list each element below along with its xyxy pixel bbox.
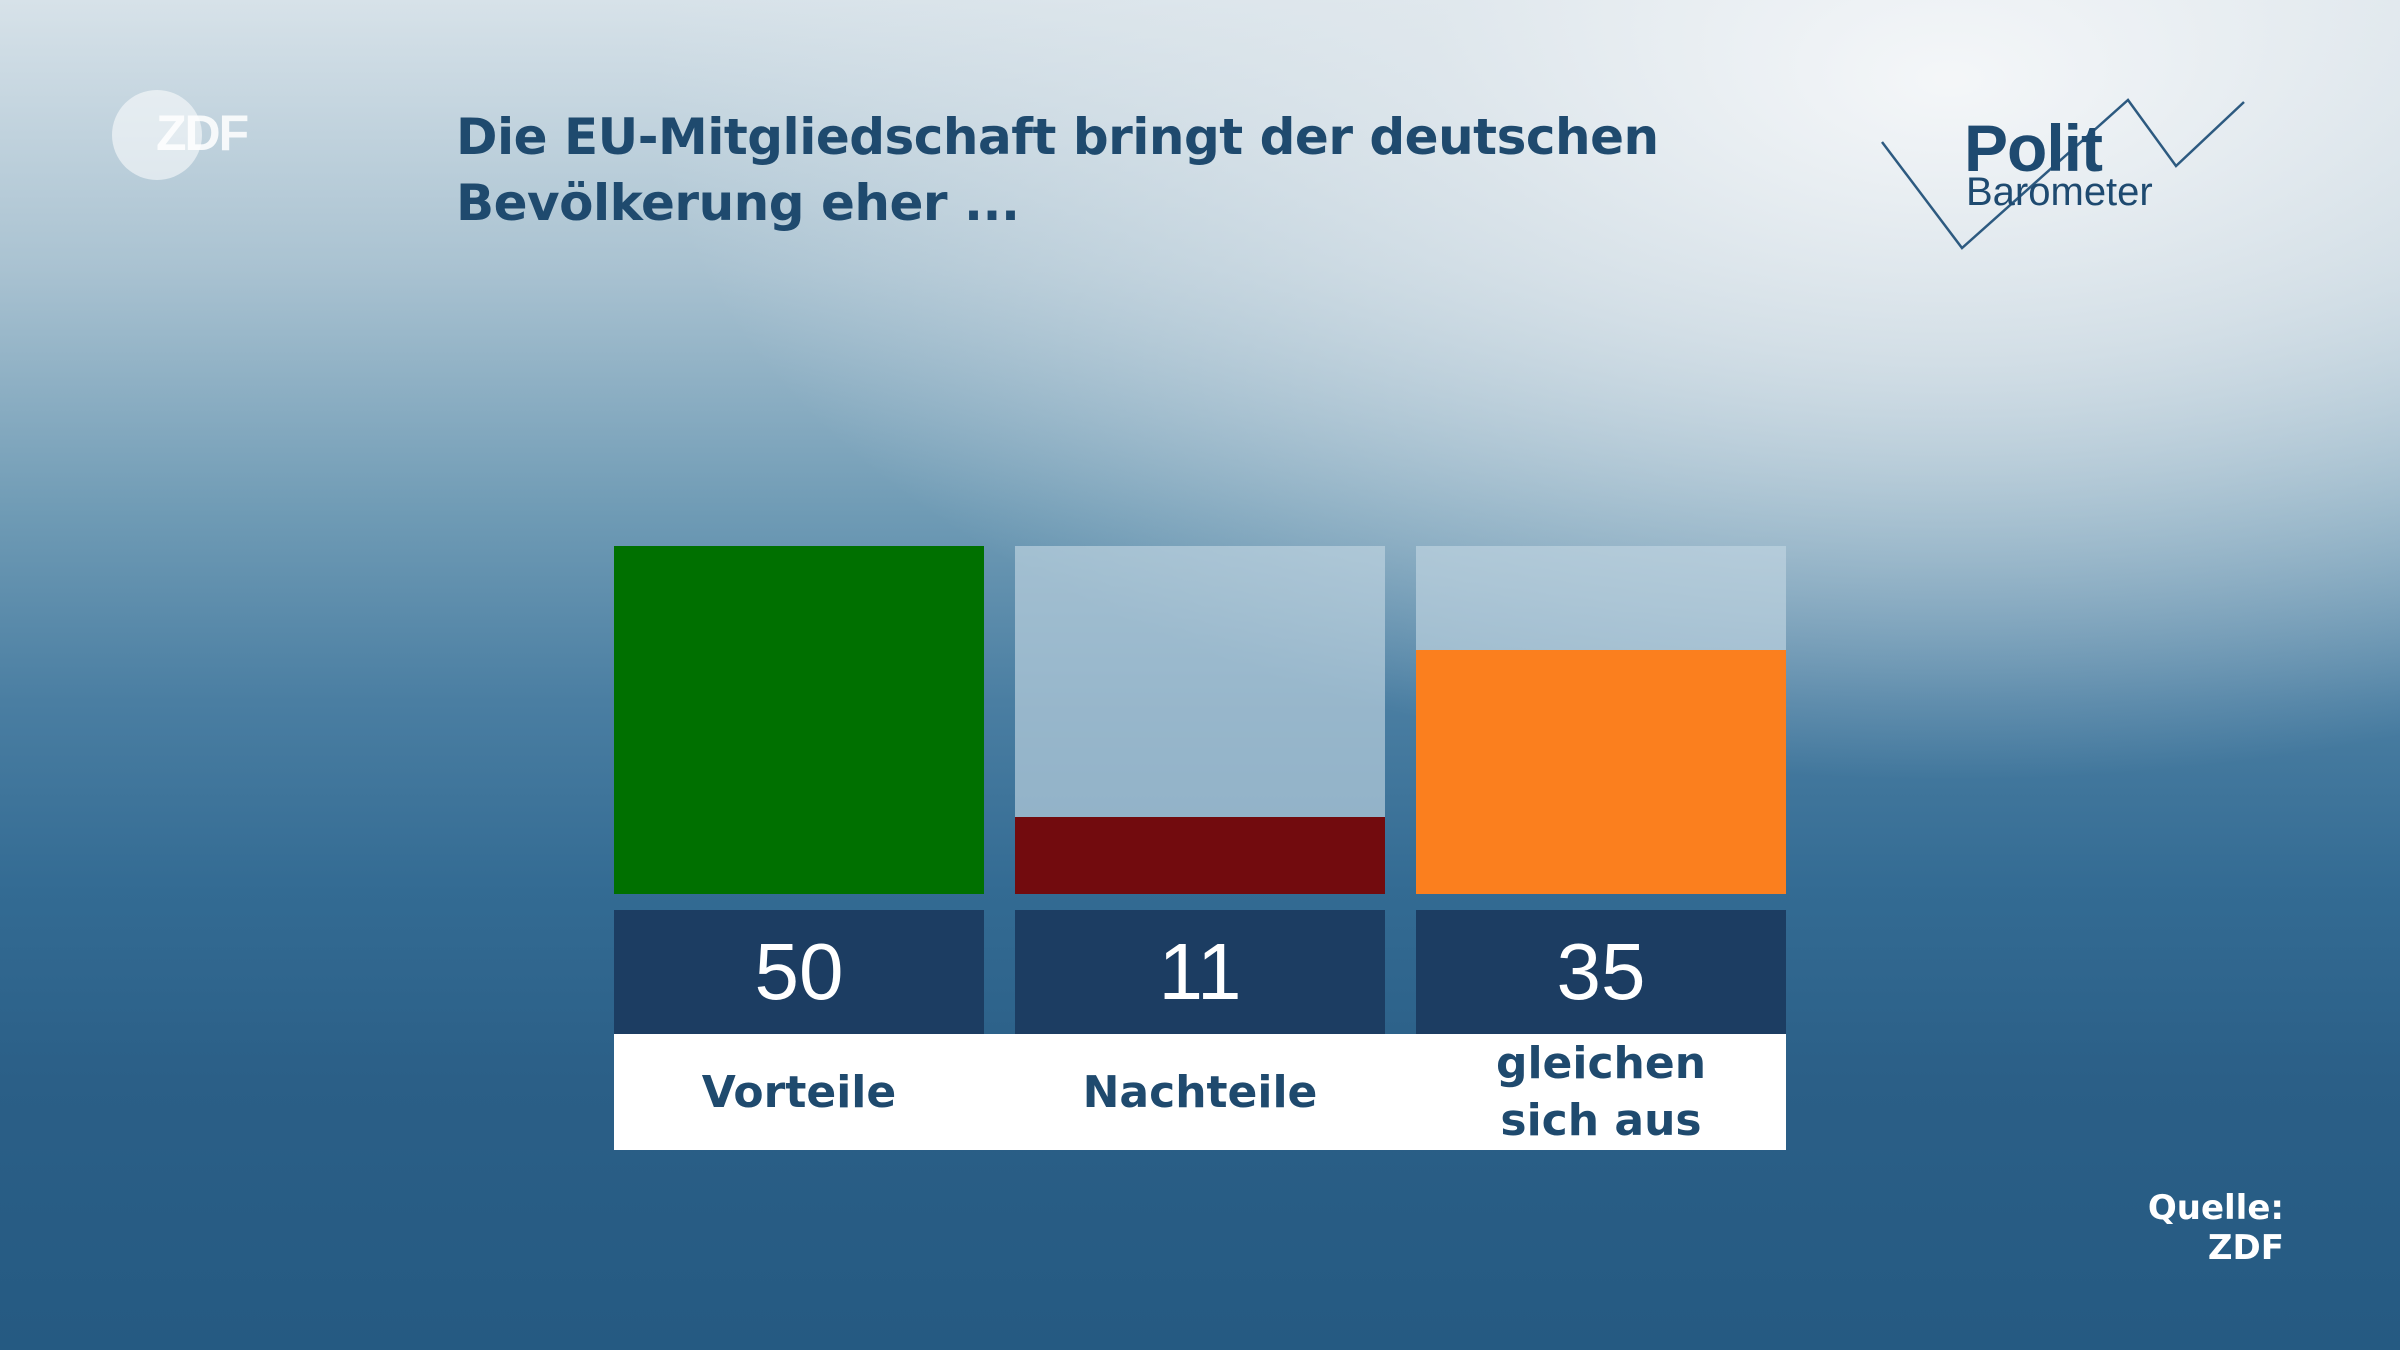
zdf-logo-disc — [112, 90, 202, 180]
category-label-vorteile: Vorteile — [701, 1066, 897, 1118]
politbarometer-zigzag-icon — [1881, 98, 2245, 250]
bar-track-vorteile — [614, 546, 984, 894]
bar-value-label: 35 — [1416, 910, 1786, 1034]
zdf-logo: ZDF — [112, 86, 282, 186]
bar-track-nachteile — [1015, 546, 1385, 894]
politbarometer-logo: Polit Barometer — [1878, 96, 2250, 256]
category-label-gleichen-sich-aus: gleichen sich aus — [1495, 1038, 1707, 1146]
source-note: Quelle: ZDF — [2147, 1188, 2284, 1268]
bar-nachteile — [1015, 817, 1385, 894]
politbarometer-logo-word2: Barometer — [1966, 170, 2153, 214]
category-label-band — [614, 1034, 1786, 1150]
bar-chart: 50 Vorteile 11 Nachteile 35 gleichen sich aus — [614, 546, 1786, 1150]
bar-value-label: 11 — [1015, 910, 1385, 1034]
bar-track-gleichen-sich-aus — [1416, 546, 1786, 894]
category-label-nachteile: Nachteile — [1082, 1066, 1318, 1118]
bar-vorteile — [614, 546, 984, 894]
chart-title: Die EU-Mitgliedschaft bringt der deutsch… — [456, 108, 1659, 232]
bar-value-label: 50 — [614, 910, 984, 1034]
politbarometer-logo-word1: Polit — [1964, 111, 2103, 185]
bar-gleichen-sich-aus — [1416, 650, 1786, 894]
zdf-logo-text: ZDF — [156, 105, 249, 161]
